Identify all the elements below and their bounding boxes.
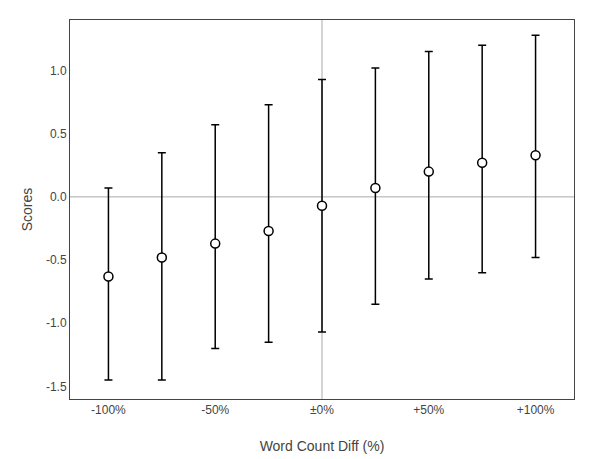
svg-text:+100%: +100% bbox=[517, 403, 555, 417]
svg-text:-1.5: -1.5 bbox=[46, 380, 67, 394]
svg-text:-100%: -100% bbox=[91, 403, 126, 417]
svg-text:1.0: 1.0 bbox=[50, 64, 67, 78]
svg-text:0.0: 0.0 bbox=[50, 190, 67, 204]
svg-text:-50%: -50% bbox=[201, 403, 229, 417]
svg-text:Word Count Diff (%): Word Count Diff (%) bbox=[260, 438, 385, 454]
svg-text:Scores: Scores bbox=[19, 188, 35, 232]
svg-text:-0.5: -0.5 bbox=[46, 253, 67, 267]
svg-text:0.5: 0.5 bbox=[50, 127, 67, 141]
svg-text:+50%: +50% bbox=[413, 403, 444, 417]
svg-text:-1.0: -1.0 bbox=[46, 316, 67, 330]
svg-text:±0%: ±0% bbox=[310, 403, 334, 417]
